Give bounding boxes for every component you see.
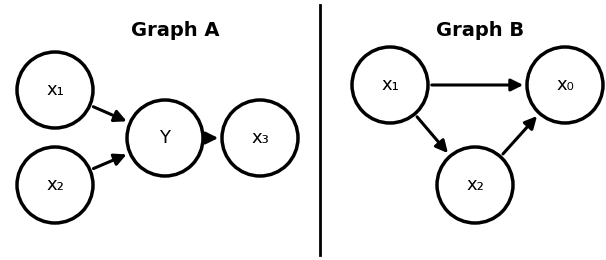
Text: x₂: x₂ — [46, 176, 64, 194]
Text: x₁: x₁ — [46, 81, 64, 99]
Circle shape — [222, 100, 298, 176]
Circle shape — [437, 147, 513, 223]
Text: x₁: x₁ — [381, 76, 399, 94]
Circle shape — [17, 147, 93, 223]
Circle shape — [127, 100, 203, 176]
Circle shape — [352, 47, 428, 123]
Text: x₀: x₀ — [556, 76, 574, 94]
Circle shape — [17, 52, 93, 128]
Text: x₂: x₂ — [466, 176, 484, 194]
Text: Y: Y — [159, 129, 170, 147]
Text: Graph A: Graph A — [131, 21, 219, 40]
Text: Graph B: Graph B — [436, 21, 524, 40]
Circle shape — [527, 47, 603, 123]
Text: x₃: x₃ — [251, 129, 269, 147]
